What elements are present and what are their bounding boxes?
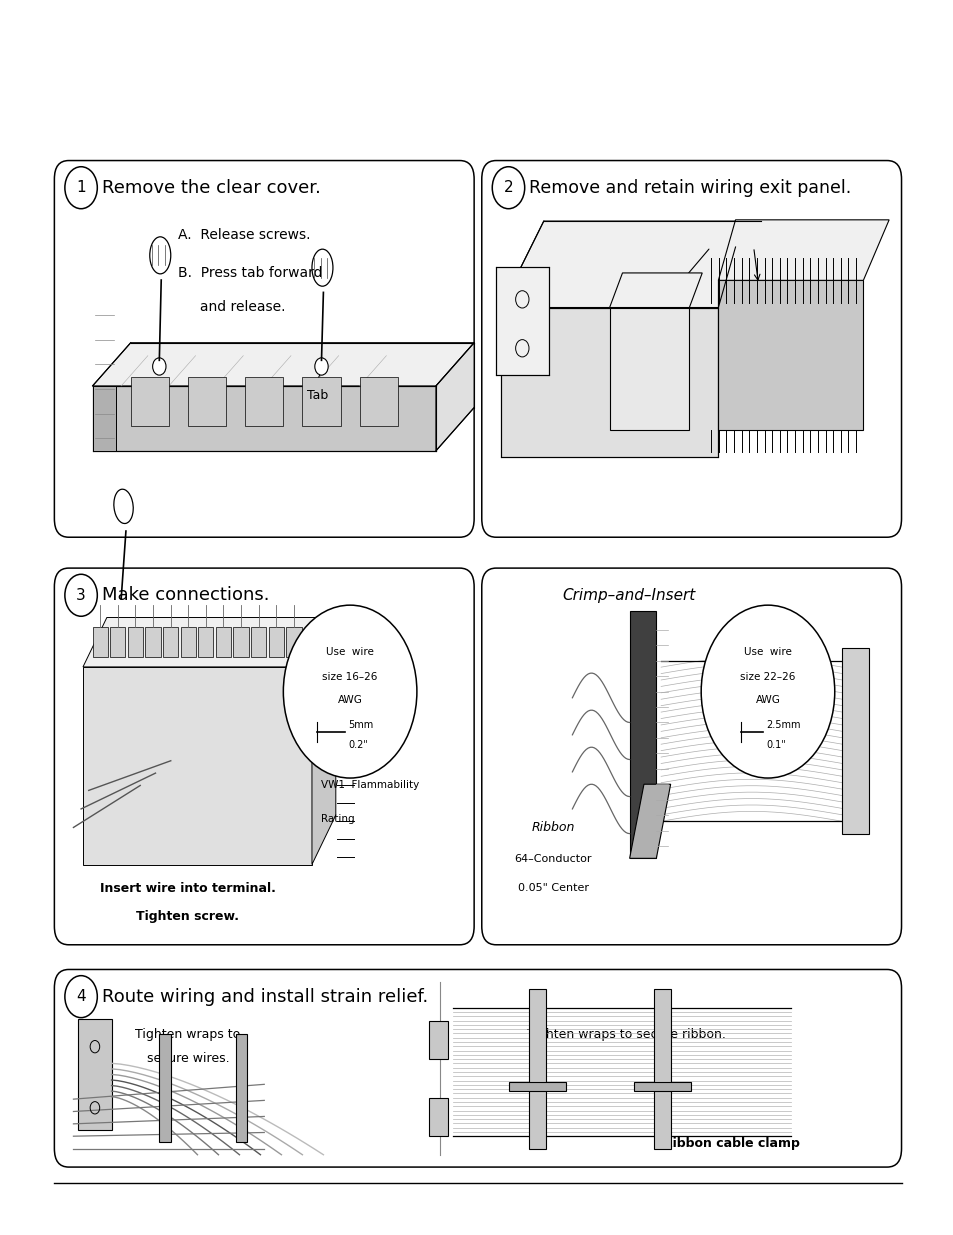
Text: 3: 3	[76, 588, 86, 603]
Polygon shape	[198, 627, 213, 657]
Text: 64–Conductor: 64–Conductor	[514, 855, 592, 864]
Polygon shape	[286, 627, 301, 657]
Polygon shape	[629, 611, 656, 858]
Text: Remove and retain wiring exit panel.: Remove and retain wiring exit panel.	[529, 179, 851, 196]
Polygon shape	[496, 267, 548, 375]
FancyBboxPatch shape	[54, 969, 901, 1167]
FancyBboxPatch shape	[54, 568, 474, 945]
Polygon shape	[500, 221, 760, 308]
Text: A.  Release screws.: A. Release screws.	[178, 228, 311, 242]
Circle shape	[314, 358, 328, 375]
Text: wire exit panels.: wire exit panels.	[710, 257, 835, 270]
Text: Ribbon: Ribbon	[531, 820, 575, 834]
Polygon shape	[500, 308, 718, 457]
Text: size 16–26: size 16–26	[322, 672, 377, 682]
Polygon shape	[110, 627, 125, 657]
Polygon shape	[841, 648, 868, 834]
Polygon shape	[180, 627, 195, 657]
Polygon shape	[92, 385, 436, 451]
Circle shape	[152, 358, 166, 375]
Polygon shape	[428, 1020, 447, 1060]
Polygon shape	[528, 989, 545, 1149]
Text: 2.5mm: 2.5mm	[765, 720, 800, 730]
Polygon shape	[215, 627, 231, 657]
Polygon shape	[163, 627, 178, 657]
Polygon shape	[92, 627, 108, 657]
Text: Make connections.: Make connections.	[102, 587, 270, 604]
Text: Use  wire: Use wire	[326, 647, 374, 657]
Polygon shape	[428, 1098, 447, 1136]
Text: and release.: and release.	[178, 300, 286, 314]
Polygon shape	[245, 377, 283, 426]
Polygon shape	[128, 627, 143, 657]
Polygon shape	[312, 618, 335, 864]
Polygon shape	[78, 1019, 112, 1130]
Text: Crimp–and–Insert: Crimp–and–Insert	[561, 588, 695, 603]
Circle shape	[283, 605, 416, 778]
Polygon shape	[251, 627, 266, 657]
Text: 2: 2	[503, 180, 513, 195]
Text: 0.05" Center: 0.05" Center	[517, 883, 588, 893]
Text: 1: 1	[76, 180, 86, 195]
Polygon shape	[269, 627, 284, 657]
Polygon shape	[145, 627, 160, 657]
Polygon shape	[188, 377, 226, 426]
Text: Insert wire into terminal.: Insert wire into terminal.	[100, 882, 275, 895]
Text: Tab: Tab	[307, 389, 328, 401]
Text: Remove 1 of the 3: Remove 1 of the 3	[710, 228, 846, 242]
Text: Ribbon cable clamp: Ribbon cable clamp	[662, 1136, 800, 1150]
Polygon shape	[159, 1034, 171, 1142]
Text: Tighten screw.: Tighten screw.	[136, 909, 239, 923]
Text: AWG: AWG	[337, 695, 362, 705]
FancyBboxPatch shape	[481, 568, 901, 945]
Text: Route wiring and install strain relief.: Route wiring and install strain relief.	[102, 988, 428, 1005]
Circle shape	[700, 605, 834, 778]
Polygon shape	[634, 1082, 691, 1092]
Polygon shape	[436, 342, 474, 451]
Polygon shape	[609, 273, 701, 308]
Text: Remove the clear cover.: Remove the clear cover.	[102, 179, 320, 196]
Polygon shape	[83, 667, 312, 864]
Text: 4: 4	[76, 989, 86, 1004]
Text: B.  Press tab forward: B. Press tab forward	[178, 266, 322, 279]
Polygon shape	[718, 220, 888, 280]
Text: Tighten wraps to: Tighten wraps to	[135, 1028, 240, 1041]
Text: Use  wire: Use wire	[743, 647, 791, 657]
Polygon shape	[629, 784, 670, 858]
Polygon shape	[302, 377, 340, 426]
Text: secure wires.: secure wires.	[147, 1052, 229, 1066]
Text: 0.2": 0.2"	[348, 740, 368, 750]
FancyBboxPatch shape	[481, 161, 901, 537]
Polygon shape	[609, 308, 689, 430]
Text: Tighten wraps to secure ribbon.: Tighten wraps to secure ribbon.	[527, 1028, 725, 1041]
FancyBboxPatch shape	[54, 161, 474, 537]
Text: 5mm: 5mm	[348, 720, 373, 730]
Polygon shape	[92, 342, 474, 385]
Text: AWG: AWG	[755, 695, 780, 705]
Text: size 22–26: size 22–26	[740, 672, 795, 682]
Polygon shape	[83, 618, 335, 667]
Polygon shape	[235, 1034, 247, 1142]
Polygon shape	[131, 377, 169, 426]
Text: Rating: Rating	[321, 814, 355, 824]
Polygon shape	[233, 627, 249, 657]
Text: 0.1": 0.1"	[765, 740, 785, 750]
Polygon shape	[92, 385, 116, 451]
Polygon shape	[654, 989, 671, 1149]
Text: Screw–Type: Screw–Type	[108, 636, 182, 650]
Polygon shape	[359, 377, 397, 426]
Text: VW1  Flammability: VW1 Flammability	[321, 781, 419, 790]
Polygon shape	[718, 280, 862, 430]
Polygon shape	[508, 1082, 565, 1092]
